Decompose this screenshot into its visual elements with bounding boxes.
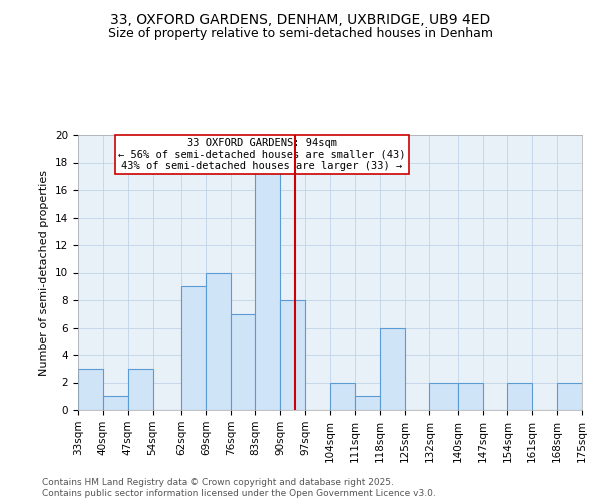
Bar [355, 396, 380, 410]
Bar [508, 382, 532, 410]
Bar [78, 369, 103, 410]
Bar [330, 382, 355, 410]
Text: 33 OXFORD GARDENS: 94sqm
← 56% of semi-detached houses are smaller (43)
43% of s: 33 OXFORD GARDENS: 94sqm ← 56% of semi-d… [118, 138, 406, 171]
Bar [181, 286, 206, 410]
Text: 33, OXFORD GARDENS, DENHAM, UXBRIDGE, UB9 4ED: 33, OXFORD GARDENS, DENHAM, UXBRIDGE, UB… [110, 12, 490, 26]
Bar [380, 328, 404, 410]
Bar [458, 382, 482, 410]
Text: Contains HM Land Registry data © Crown copyright and database right 2025.
Contai: Contains HM Land Registry data © Crown c… [42, 478, 436, 498]
Bar [256, 149, 280, 410]
Text: Size of property relative to semi-detached houses in Denham: Size of property relative to semi-detach… [107, 28, 493, 40]
Bar [103, 396, 128, 410]
Bar [430, 382, 458, 410]
Y-axis label: Number of semi-detached properties: Number of semi-detached properties [40, 170, 49, 376]
Bar [230, 314, 256, 410]
Bar [557, 382, 582, 410]
Bar [206, 272, 230, 410]
Bar [280, 300, 305, 410]
Bar [128, 369, 152, 410]
